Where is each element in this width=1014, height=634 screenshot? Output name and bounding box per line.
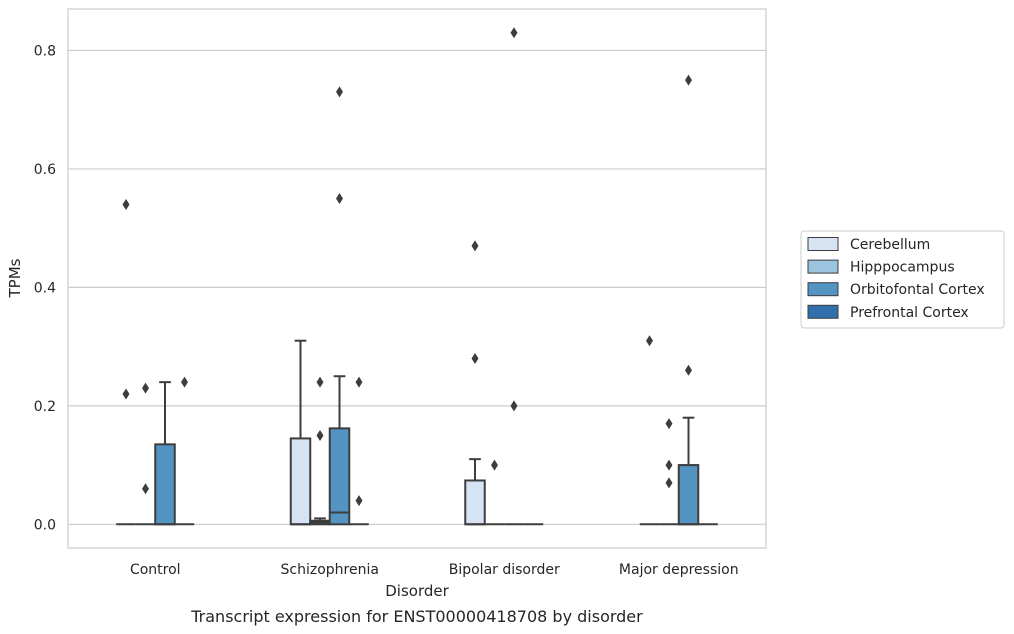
legend-swatch (807, 259, 839, 274)
outlier-point (336, 193, 343, 205)
outlier-point (471, 240, 479, 252)
outlier-point (665, 418, 673, 430)
outlier-point (665, 459, 673, 471)
outlier-point (142, 382, 149, 394)
box-1-0 (135, 382, 156, 526)
y-tick-label: 0.0 (34, 517, 56, 533)
x-axis-label: Disorder (385, 582, 449, 600)
plot-area-frame (67, 8, 767, 549)
box-0-0 (116, 198, 136, 526)
outlier-point (685, 364, 692, 376)
box-3-1 (349, 376, 369, 526)
outlier-point (316, 429, 324, 441)
box-1-2 (484, 459, 505, 526)
legend-label: Hipppocampus (850, 260, 955, 276)
legend-swatch (807, 304, 839, 319)
box-0-2 (464, 240, 486, 526)
box-2-0 (154, 381, 176, 526)
box-iqr (677, 464, 700, 526)
box-2-3 (677, 74, 700, 526)
box-1-1 (309, 376, 331, 526)
box-2-1 (328, 86, 351, 526)
box-2-2 (504, 27, 524, 526)
legend-swatch (807, 237, 839, 251)
outlier-point (665, 477, 673, 489)
outlier-point (646, 335, 653, 347)
box-0-1 (289, 339, 312, 526)
box-3-0 (174, 376, 195, 526)
box-iqr (328, 427, 351, 526)
box-iqr (289, 437, 312, 526)
legend-label: Orbitofontal Cortex (850, 282, 985, 298)
outlier-point (491, 459, 498, 471)
outlier-point (316, 376, 324, 388)
outlier-point (510, 400, 518, 412)
legend: Cerebellum Hipppocampus Orbitofontal Corte… (800, 230, 1005, 329)
x-tick-label: Schizophrenia (281, 562, 379, 578)
box-iqr (464, 479, 486, 526)
outlier-point (336, 86, 343, 98)
y-axis-ticks: 0.0 0.2 0.4 0.6 0.8 (34, 43, 56, 533)
legend-label: Cerebellum (850, 237, 930, 253)
y-tick-label: 0.2 (34, 399, 56, 415)
box-0-3 (639, 335, 660, 526)
outlier-point (181, 376, 188, 388)
x-tick-label: Major depression (619, 562, 739, 578)
x-tick-label: Control (130, 562, 181, 578)
figure-caption: Transcript expression for ENST0000041870… (190, 607, 643, 626)
outlier-point (122, 388, 130, 400)
legend-label: Prefrontal Cortex (850, 305, 969, 321)
legend-frame (800, 230, 1005, 329)
box-1-3 (659, 418, 679, 526)
outlier-point (122, 198, 130, 210)
legend-swatch (807, 282, 839, 297)
y-tick-label: 0.6 (34, 162, 56, 178)
outlier-point (510, 27, 518, 39)
outlier-point (471, 352, 479, 364)
y-tick-label: 0.4 (34, 280, 56, 296)
y-tick-label: 0.8 (34, 43, 56, 59)
y-axis-label: TPMs (6, 258, 24, 298)
x-axis-ticks: Control Schizophrenia Bipolar disorder Majo… (130, 562, 739, 578)
x-tick-label: Bipolar disorder (449, 562, 560, 578)
outlier-point (685, 74, 692, 86)
box-series (116, 27, 718, 526)
outlier-point (355, 376, 363, 388)
outlier-point (142, 483, 149, 495)
box-iqr (154, 443, 176, 526)
outlier-point (355, 495, 363, 507)
